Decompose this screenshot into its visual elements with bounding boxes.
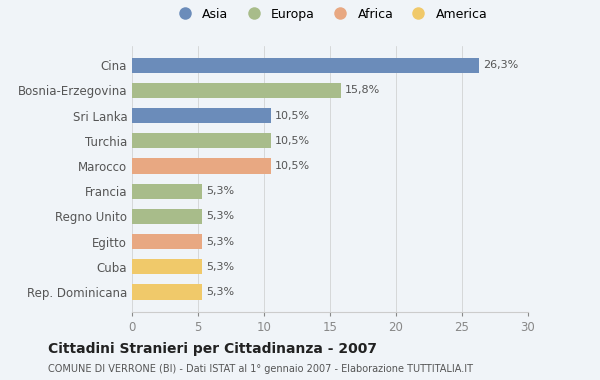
Text: Cittadini Stranieri per Cittadinanza - 2007: Cittadini Stranieri per Cittadinanza - 2… bbox=[48, 342, 377, 356]
Text: 5,3%: 5,3% bbox=[206, 237, 234, 247]
Text: COMUNE DI VERRONE (BI) - Dati ISTAT al 1° gennaio 2007 - Elaborazione TUTTITALIA: COMUNE DI VERRONE (BI) - Dati ISTAT al 1… bbox=[48, 364, 473, 374]
Text: 5,3%: 5,3% bbox=[206, 186, 234, 196]
Text: 5,3%: 5,3% bbox=[206, 262, 234, 272]
Text: 5,3%: 5,3% bbox=[206, 287, 234, 297]
Text: 10,5%: 10,5% bbox=[275, 111, 310, 120]
Text: 10,5%: 10,5% bbox=[275, 136, 310, 146]
Text: 10,5%: 10,5% bbox=[275, 161, 310, 171]
Bar bbox=[132, 259, 202, 274]
Bar bbox=[132, 83, 341, 98]
Bar bbox=[132, 133, 271, 148]
Bar bbox=[132, 58, 479, 73]
Bar bbox=[132, 209, 202, 224]
Bar bbox=[132, 108, 271, 123]
Text: 15,8%: 15,8% bbox=[344, 86, 380, 95]
Bar bbox=[132, 234, 202, 249]
Bar bbox=[132, 184, 202, 199]
Bar bbox=[132, 284, 202, 299]
Text: 5,3%: 5,3% bbox=[206, 211, 234, 222]
Bar bbox=[132, 158, 271, 174]
Legend: Asia, Europa, Africa, America: Asia, Europa, Africa, America bbox=[169, 4, 491, 24]
Text: 26,3%: 26,3% bbox=[483, 60, 518, 70]
